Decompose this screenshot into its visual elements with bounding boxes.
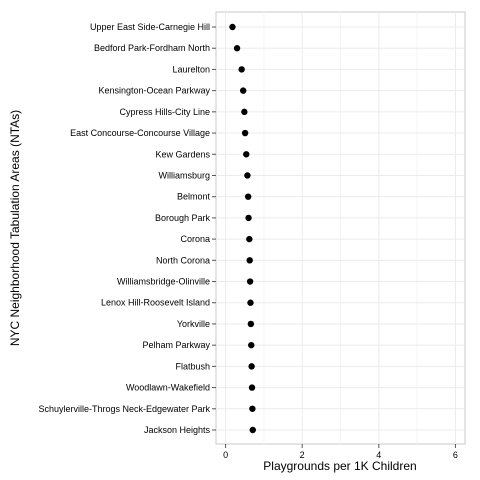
x-tick-label: 4 bbox=[376, 450, 381, 460]
x-tick-label: 6 bbox=[453, 450, 458, 460]
y-tick-label: Williamsbridge-Olinville bbox=[117, 277, 210, 287]
data-point bbox=[238, 66, 245, 73]
data-point bbox=[249, 405, 256, 412]
y-tick-label: Schuylerville-Throgs Neck-Edgewater Park bbox=[38, 404, 210, 414]
data-point bbox=[248, 341, 255, 349]
y-tick-label: Pelham Parkway bbox=[142, 340, 210, 350]
data-point bbox=[229, 23, 236, 31]
y-tick-label: Woodlawn-Wakefield bbox=[126, 383, 210, 393]
data-point bbox=[246, 278, 254, 285]
data-point bbox=[241, 108, 248, 116]
data-point bbox=[249, 426, 256, 434]
data-point bbox=[244, 193, 252, 200]
data-point bbox=[246, 235, 253, 243]
y-tick-label: Lenox Hill-Roosevelt Island bbox=[101, 298, 210, 308]
y-tick-label: Cypress Hills-City Line bbox=[119, 107, 210, 117]
data-points bbox=[229, 23, 256, 434]
y-tick-label: Upper East Side-Carnegie Hill bbox=[90, 22, 210, 32]
data-point bbox=[243, 151, 250, 158]
data-point bbox=[244, 172, 251, 179]
x-axis-ticks: 0 2 4 6 bbox=[223, 444, 458, 460]
y-tick-label: Yorkville bbox=[177, 319, 210, 329]
data-point bbox=[247, 299, 254, 306]
data-point bbox=[247, 320, 255, 328]
x-tick-label: 2 bbox=[300, 450, 305, 460]
y-axis-title: NYC Neighborhood Tabulation Areas (NTAs) bbox=[8, 110, 22, 346]
y-tick-label: Flatbush bbox=[175, 361, 210, 371]
data-point bbox=[239, 87, 247, 94]
x-tick-label: 0 bbox=[223, 450, 228, 460]
data-point bbox=[248, 363, 255, 370]
y-tick-label: Corona bbox=[180, 234, 210, 244]
y-tick-label: Borough Park bbox=[155, 213, 211, 223]
data-point bbox=[246, 257, 253, 264]
data-point bbox=[241, 129, 249, 137]
y-tick-label: Kensington-Ocean Parkway bbox=[98, 86, 210, 96]
grid-lines bbox=[216, 12, 465, 444]
y-tick-label: Kew Gardens bbox=[155, 149, 210, 159]
data-point bbox=[233, 45, 241, 52]
y-tick-label: Jackson Heights bbox=[144, 425, 211, 435]
y-tick-label: Williamsburg bbox=[158, 170, 210, 180]
y-tick-label: Bedford Park-Fordham North bbox=[94, 43, 210, 53]
data-point bbox=[248, 384, 256, 391]
y-tick-label: Laurelton bbox=[172, 64, 210, 74]
y-tick-label: East Concourse-Concourse Village bbox=[70, 128, 210, 138]
x-axis-title: Playgrounds per 1K Children bbox=[263, 459, 416, 473]
y-axis-ticks: Upper East Side-Carnegie Hill Bedford Par… bbox=[38, 22, 216, 435]
y-tick-label: Belmont bbox=[177, 192, 211, 202]
y-tick-label: North Corona bbox=[156, 255, 210, 265]
data-point bbox=[245, 214, 252, 222]
